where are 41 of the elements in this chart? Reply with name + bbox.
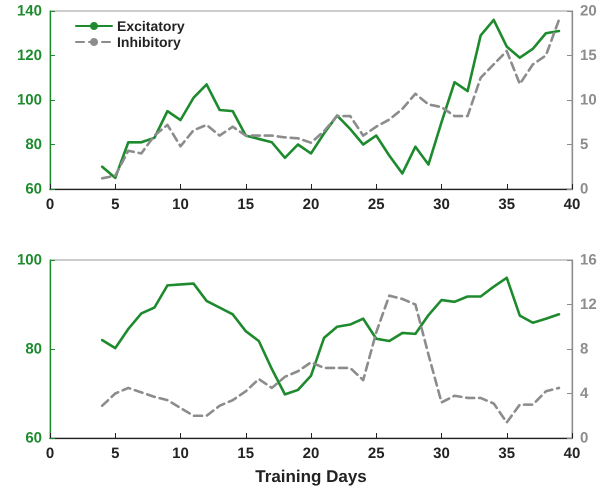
x-tick-label: 35 (498, 196, 516, 213)
y2-tick-label: 4 (580, 385, 589, 402)
y2-tick-label: 15 (580, 47, 597, 64)
x-tick-label: 40 (564, 445, 580, 462)
x-tick-label: 35 (498, 445, 516, 462)
line-series (100, 276, 560, 396)
y2-tick-label: 20 (580, 2, 597, 20)
y-tick-label: 140 (16, 2, 42, 20)
legend-label: Excitatory (117, 18, 185, 34)
x-tick-label: 30 (433, 196, 450, 213)
x-tick-label: 5 (111, 196, 120, 213)
x-tick-label: 25 (368, 196, 385, 213)
x-tick-label: 40 (564, 196, 580, 213)
x-tick-label: 30 (433, 445, 450, 462)
x-tick-label: 20 (302, 196, 320, 213)
y-tick-label: 80 (25, 340, 42, 358)
legend-label: Inhibitory (117, 34, 181, 50)
y-tick-label: 60 (25, 430, 42, 446)
y2-tick-label: 5 (580, 136, 588, 153)
y-tick-label: 80 (25, 136, 42, 153)
y-tick-label: 120 (16, 47, 42, 64)
x-tick-label: 0 (46, 196, 54, 213)
x-tick-label: 20 (302, 445, 320, 462)
x-tick-label: 0 (46, 445, 54, 462)
x-tick-label: 25 (368, 445, 385, 462)
x-tick-label: 15 (237, 196, 254, 213)
x-axis-title: Training Days (255, 467, 367, 486)
y2-tick-label: 8 (580, 340, 588, 358)
y2-tick-label: 10 (580, 92, 597, 108)
line-series (100, 294, 560, 424)
y-tick-label: 60 (25, 180, 42, 198)
x-tick-label: 10 (172, 445, 189, 462)
y-tick-label: 100 (16, 92, 42, 108)
y2-tick-label: 12 (580, 296, 597, 313)
x-tick-label: 5 (111, 445, 120, 462)
x-tick-label: 10 (172, 196, 189, 213)
y-tick-label: 100 (16, 252, 42, 268)
y2-tick-label: 16 (580, 252, 597, 268)
y2-tick-label: 0 (580, 430, 588, 446)
x-tick-label: 15 (237, 445, 254, 462)
y2-tick-label: 0 (580, 180, 588, 198)
